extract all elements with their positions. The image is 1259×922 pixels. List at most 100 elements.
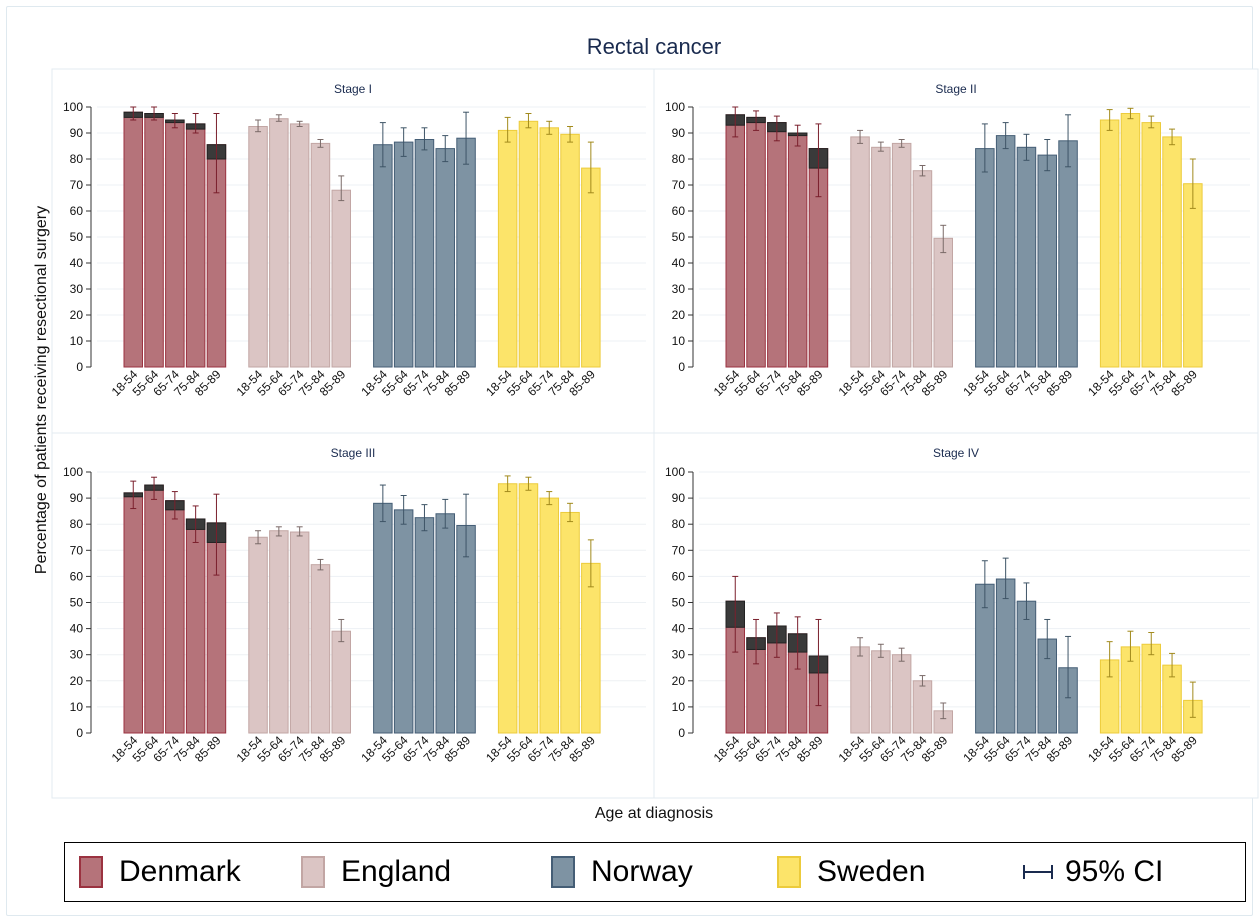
y-tick-label-stage-iii-40: 40 — [70, 622, 84, 636]
legend-swatch-england — [301, 856, 325, 888]
y-tick-label-stage-ii-40: 40 — [672, 256, 686, 270]
y-tick-label-stage-ii-10: 10 — [672, 334, 686, 348]
figure-title: Rectal cancer — [586, 34, 722, 59]
legend-item-ci: 95% CI — [1023, 843, 1163, 901]
y-tick-label-stage-i-80: 80 — [70, 152, 84, 166]
y-tick-label-stage-iv-70: 70 — [672, 543, 686, 557]
y-tick-label-stage-i-40: 40 — [70, 256, 84, 270]
y-tick-label-stage-ii-0: 0 — [678, 360, 685, 374]
bar-stage-iv-england-75-84 — [912, 680, 933, 734]
bar-stage-ii-norway-75-84 — [1037, 154, 1057, 368]
bar-stage-iii-sweden-55-64 — [518, 483, 539, 734]
bar-stage-i-denmark-55-64 — [144, 113, 164, 368]
y-tick-label-stage-ii-20: 20 — [672, 308, 686, 322]
bar-stage-i-england-18-54 — [248, 126, 268, 368]
legend-item-england: England — [301, 843, 451, 901]
y-tick-label-stage-iii-80: 80 — [70, 517, 84, 531]
y-tick-label-stage-iv-60: 60 — [672, 569, 686, 583]
bar-stage-iv-england-65-74 — [891, 654, 912, 734]
bar-stage-ii-sweden-65-74 — [1141, 122, 1161, 368]
bar-stage-iv-england-55-64 — [871, 650, 891, 734]
bar-stage-i-england-55-64 — [269, 118, 289, 368]
bar-stage-ii-sweden-85-89 — [1183, 183, 1203, 368]
bar-stage-ii-norway-65-74 — [1016, 146, 1037, 368]
bar-stage-ii-denmark-18-54 — [725, 114, 745, 368]
y-tick-label-stage-iv-50: 50 — [672, 596, 686, 610]
bar-stage-iii-sweden-18-54 — [497, 483, 518, 734]
legend-label-denmark: Denmark — [119, 855, 241, 888]
y-tick-label-stage-i-70: 70 — [70, 178, 84, 192]
bar-stage-iii-england-55-64 — [269, 530, 289, 734]
bar-stage-iii-england-65-74 — [289, 531, 310, 734]
bar-stage-i-norway-75-84 — [435, 148, 455, 368]
bar-stage-i-sweden-85-89 — [581, 167, 601, 368]
bar-stage-iv-england-18-54 — [850, 646, 870, 734]
legend-swatch-sweden — [777, 856, 801, 888]
bar-stage-ii-england-65-74 — [891, 142, 912, 368]
legend-label-sweden: Sweden — [817, 855, 926, 888]
y-tick-label-stage-iii-0: 0 — [76, 726, 83, 740]
y-tick-label-stage-i-50: 50 — [70, 230, 84, 244]
y-tick-label-stage-iii-70: 70 — [70, 543, 84, 557]
bar-stage-ii-england-55-64 — [871, 146, 891, 368]
bar-stage-ii-sweden-55-64 — [1120, 113, 1141, 368]
y-tick-label-stage-iv-90: 90 — [672, 491, 686, 505]
legend-item-sweden: Sweden — [777, 843, 925, 901]
bar-stage-i-norway-18-54 — [373, 144, 393, 368]
y-tick-label-stage-i-100: 100 — [63, 100, 83, 114]
bar-stage-iii-denmark-75-84 — [185, 518, 206, 734]
panel-frame-stage-iv — [653, 432, 1259, 799]
y-tick-label-stage-iv-0: 0 — [678, 726, 685, 740]
legend-swatch-denmark — [79, 856, 103, 888]
x-axis-title: Age at diagnosis — [594, 805, 714, 822]
y-tick-label-stage-i-30: 30 — [70, 282, 84, 296]
legend-swatch-norway — [551, 856, 575, 888]
bar-stage-i-denmark-18-54 — [123, 111, 143, 368]
bar-stage-i-sweden-75-84 — [560, 133, 580, 368]
bar-stage-ii-denmark-75-84 — [787, 132, 808, 368]
y-tick-label-stage-iv-30: 30 — [672, 648, 686, 662]
bar-stage-iv-norway-55-64 — [995, 578, 1016, 734]
bar-stage-ii-england-85-89 — [933, 237, 953, 368]
y-tick-label-stage-i-10: 10 — [70, 334, 84, 348]
bar-stage-iii-sweden-75-84 — [560, 511, 580, 734]
bar-stage-ii-england-18-54 — [850, 136, 870, 368]
bar-stage-iii-norway-18-54 — [373, 502, 393, 734]
bar-stage-iii-norway-55-64 — [393, 509, 414, 734]
bar-stage-ii-england-75-84 — [912, 170, 933, 368]
y-tick-label-stage-ii-80: 80 — [672, 152, 686, 166]
y-tick-label-stage-ii-30: 30 — [672, 282, 686, 296]
bar-stage-iii-denmark-65-74 — [165, 500, 185, 734]
bar-stage-iii-england-18-54 — [248, 536, 268, 734]
y-tick-label-stage-iii-90: 90 — [70, 491, 84, 505]
bar-stage-iii-denmark-18-54 — [123, 492, 143, 734]
bar-stage-iv-norway-65-74 — [1016, 600, 1037, 734]
y-tick-label-stage-ii-50: 50 — [672, 230, 686, 244]
y-tick-label-stage-ii-60: 60 — [672, 204, 686, 218]
bar-stage-iii-sweden-85-89 — [581, 562, 601, 734]
bar-stage-ii-denmark-55-64 — [746, 116, 766, 368]
y-tick-label-stage-ii-70: 70 — [672, 178, 686, 192]
bar-stage-ii-sweden-75-84 — [1162, 136, 1182, 368]
y-tick-label-stage-iii-20: 20 — [70, 674, 84, 688]
ci-whisker-icon — [1023, 865, 1053, 879]
bar-stage-iii-sweden-65-74 — [539, 497, 559, 734]
y-tick-label-stage-iii-60: 60 — [70, 569, 84, 583]
y-tick-label-stage-iv-20: 20 — [672, 674, 686, 688]
bar-stage-iii-norway-65-74 — [414, 517, 435, 734]
legend-label-england: England — [341, 855, 452, 888]
bar-stage-iii-norway-75-84 — [435, 513, 455, 734]
y-tick-label-stage-iv-80: 80 — [672, 517, 686, 531]
bar-stage-i-sweden-55-64 — [518, 120, 539, 368]
y-tick-label-stage-ii-100: 100 — [665, 100, 685, 114]
bar-stage-i-sweden-18-54 — [497, 129, 518, 368]
bar-stage-i-sweden-65-74 — [539, 127, 559, 368]
y-tick-label-stage-ii-90: 90 — [672, 126, 686, 140]
legend-label-ci: 95% CI — [1065, 855, 1164, 888]
y-tick-label-stage-iv-10: 10 — [672, 700, 686, 714]
bar-stage-i-england-85-89 — [331, 189, 351, 368]
y-tick-label-stage-iii-50: 50 — [70, 596, 84, 610]
legend-item-norway: Norway — [551, 843, 693, 901]
bar-stage-ii-norway-55-64 — [995, 135, 1016, 368]
